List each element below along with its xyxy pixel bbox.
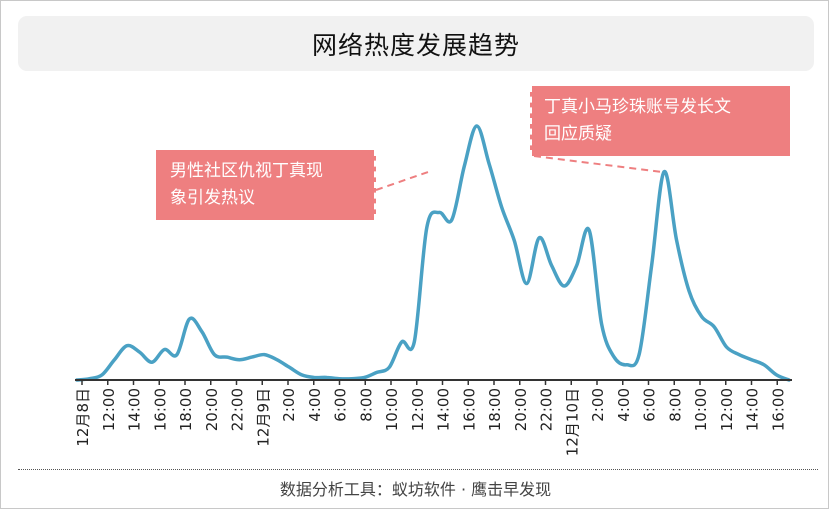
series-line <box>75 124 791 382</box>
x-tick-label: 6:00 <box>641 388 659 422</box>
annotation-1-line-2: 象引发热议 <box>170 188 255 208</box>
annotation-callout-1: 男性社区仇视丁真现 象引发热议 <box>156 150 376 220</box>
x-ticks <box>81 380 778 385</box>
x-tick-label: 16:00 <box>460 388 478 431</box>
x-tick-label: 12月10日 <box>563 388 581 456</box>
x-tick-label: 16:00 <box>151 388 169 431</box>
x-tick-label: 18:00 <box>177 388 195 431</box>
x-tick-label: 12:00 <box>409 388 427 431</box>
footer-source: 数据分析工具：蚁坊软件 · 鹰击早发现 <box>279 480 552 499</box>
x-tick-label: 20:00 <box>512 388 530 431</box>
x-tick-label: 14:00 <box>744 388 762 431</box>
callout-connector-1 <box>375 171 429 191</box>
x-tick-label: 12:00 <box>718 388 736 431</box>
footer-separator <box>18 469 818 470</box>
x-tick-label: 16:00 <box>769 388 787 431</box>
annotation-2-line-1: 丁真小马珍珠账号发长文 <box>544 97 731 117</box>
x-tick-labels: 12月8日 12:00 14:00 16:00 18:00 20:00 22:00 12月9日… <box>74 388 787 456</box>
x-tick-label: 12月9日 <box>254 388 272 447</box>
callout-dashed-edge <box>530 86 532 156</box>
x-tick-label: 14:00 <box>126 388 144 431</box>
x-tick-label: 18:00 <box>486 388 504 431</box>
annotation-callout-2: 丁真小马珍珠账号发长文 回应质疑 <box>530 86 790 156</box>
x-tick-label: 10:00 <box>692 388 710 431</box>
x-tick-label: 10:00 <box>383 388 401 431</box>
x-tick-label: 22:00 <box>229 388 247 431</box>
x-tick-label: 6:00 <box>332 388 350 422</box>
callout-dashed-edge <box>374 150 376 220</box>
callout-connector-2 <box>533 155 663 173</box>
x-tick-label: 4:00 <box>615 388 633 422</box>
x-tick-label: 22:00 <box>538 388 556 431</box>
x-tick-label: 8:00 <box>666 388 684 422</box>
x-tick-label: 2:00 <box>589 388 607 422</box>
chart-title: 网络热度发展趋势 <box>311 30 520 60</box>
x-tick-label: 12:00 <box>100 388 118 431</box>
x-tick-label: 2:00 <box>280 388 298 422</box>
x-tick-label: 20:00 <box>203 388 221 431</box>
callout-connectors <box>375 155 663 191</box>
annotation-2-line-2: 回应质疑 <box>544 124 612 144</box>
annotation-1-line-1: 男性社区仇视丁真现 <box>170 161 323 181</box>
title-bar: 网络热度发展趋势 <box>18 16 814 71</box>
x-tick-label: 4:00 <box>306 388 324 422</box>
x-tick-label: 14:00 <box>435 388 453 431</box>
x-tick-label: 12月8日 <box>74 388 92 447</box>
x-tick-label: 8:00 <box>357 388 375 422</box>
